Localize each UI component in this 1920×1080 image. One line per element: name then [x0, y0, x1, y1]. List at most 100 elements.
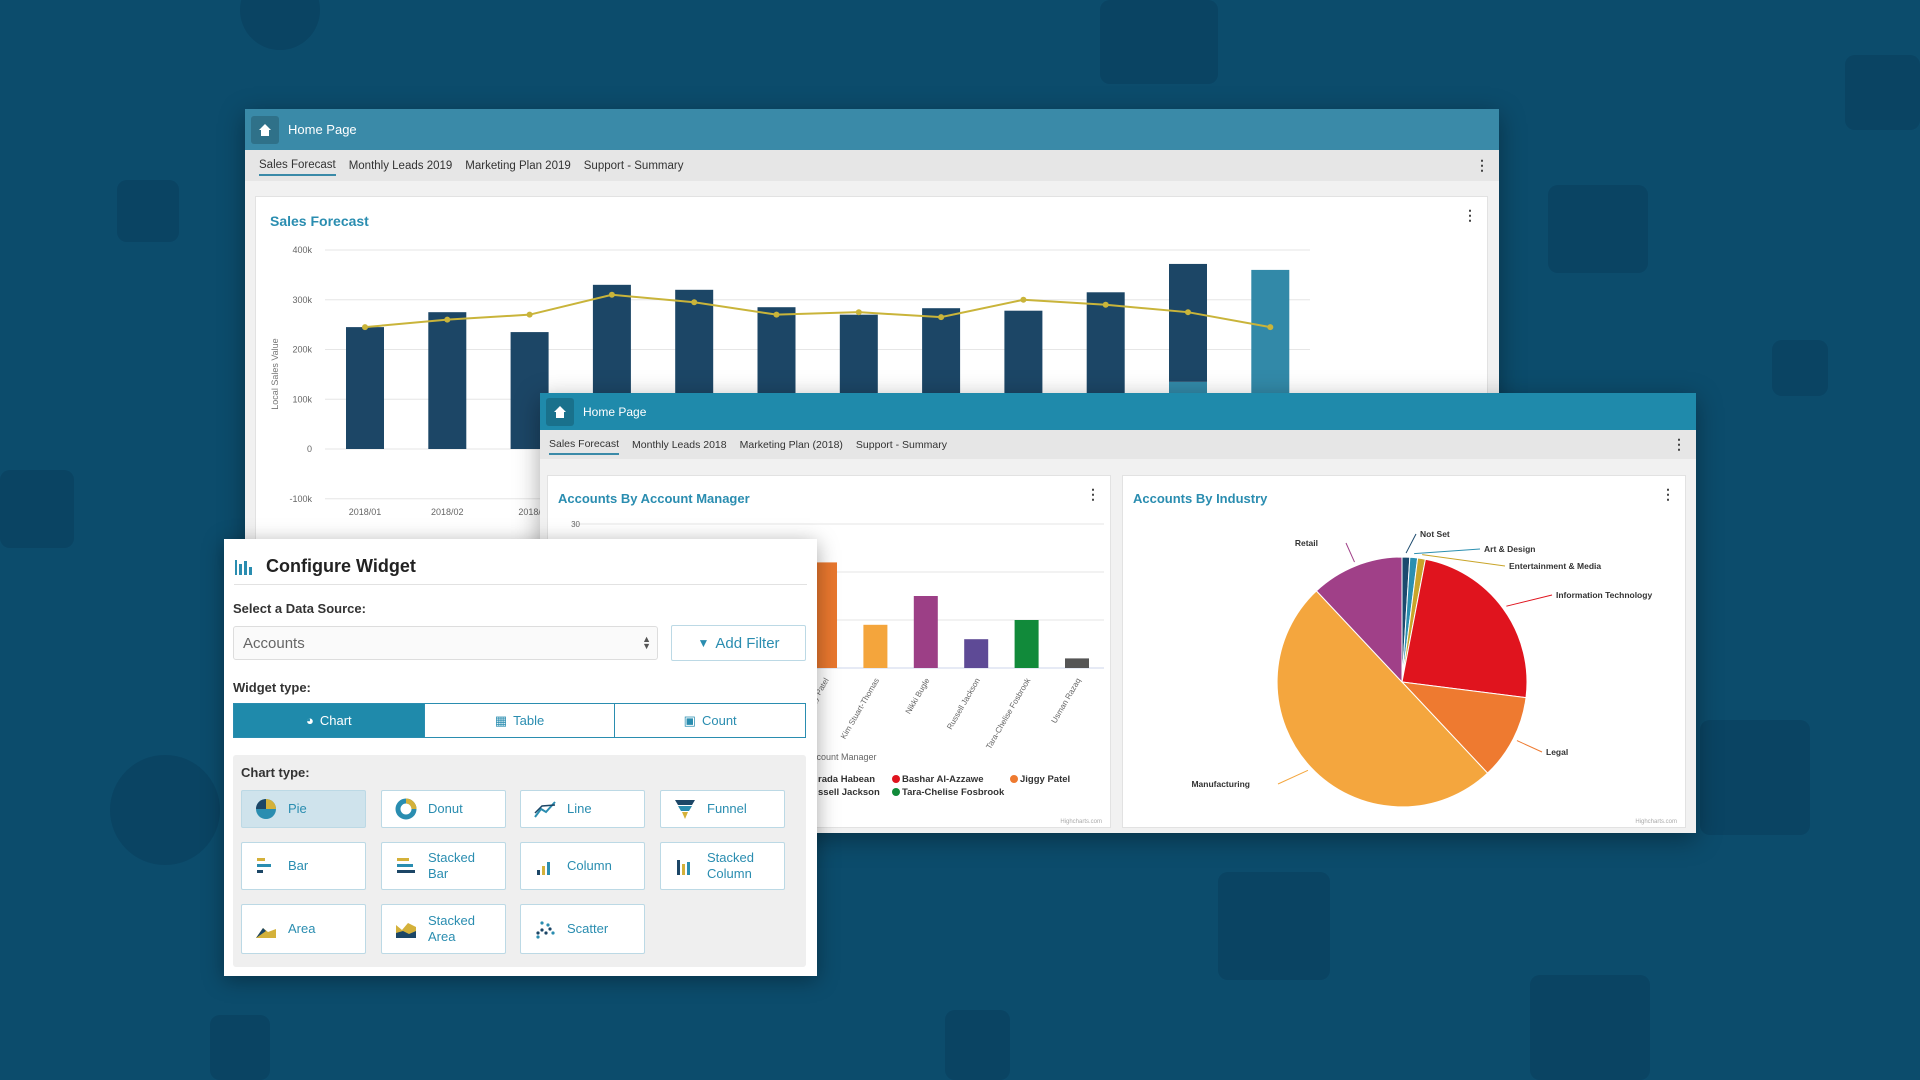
- anchor-icon: [210, 1015, 270, 1080]
- chart-type-line[interactable]: Line: [520, 790, 645, 828]
- trend-point: [1185, 309, 1191, 316]
- bar-actual: [346, 327, 384, 449]
- add-filter-label: Add Filter: [715, 634, 780, 652]
- widget-type-table-label: Table: [513, 713, 545, 728]
- dialog-title: Configure Widget: [266, 556, 416, 576]
- y-tick-label: 30: [571, 520, 580, 529]
- dashboard-window-2019: Home Page Sales Forecast Monthly Leads 2…: [245, 109, 1499, 559]
- pie-connector: [1506, 594, 1553, 607]
- more-options-icon[interactable]: ⋮: [1475, 157, 1489, 173]
- legend-item: Tara-Chelise Fosbrook: [902, 787, 1005, 798]
- tab-support-summary[interactable]: Support - Summary: [855, 438, 947, 451]
- more-options-icon[interactable]: ⋮: [1672, 436, 1686, 452]
- y-tick-label: -100k: [289, 494, 312, 504]
- stacked-bar-icon: [397, 858, 415, 873]
- chart-type-stacked-bar[interactable]: Stacked Bar: [381, 842, 506, 890]
- pie-connector: [1414, 548, 1481, 555]
- x-tick-label: Kim Stuart-Thomas: [839, 677, 881, 741]
- tab-monthly-leads[interactable]: Monthly Leads 2019: [348, 159, 453, 172]
- x-tick-label: 2018/02: [431, 507, 464, 517]
- y-tick-label: 100k: [292, 394, 312, 404]
- legend-item: Jiggy Patel: [1020, 774, 1070, 785]
- briefcase-icon: [1845, 55, 1920, 130]
- y-tick-label: 300k: [292, 295, 312, 305]
- chart-type-label: Stacked Bar: [428, 850, 475, 881]
- home-icon[interactable]: [251, 115, 279, 144]
- tab-support-summary[interactable]: Support - Summary: [583, 159, 684, 172]
- chart-type-stacked-column[interactable]: Stacked Column: [660, 842, 785, 890]
- trend-point: [1020, 296, 1027, 303]
- chart-type-column[interactable]: Column: [520, 842, 645, 890]
- chart-type-label: Line: [567, 801, 592, 816]
- trend-point: [362, 324, 368, 331]
- chart-type-label: Chart type:: [241, 765, 310, 780]
- tab-bar: Sales Forecast Monthly Leads 2019 Market…: [245, 150, 1499, 181]
- add-filter-button[interactable]: ▼ Add Filter: [671, 625, 806, 661]
- chart-type-scatter[interactable]: Scatter: [520, 904, 645, 954]
- y-axis-title: Local Sales Value: [270, 338, 280, 409]
- chart-type-area[interactable]: Area: [241, 904, 366, 954]
- bar: [913, 596, 938, 668]
- chart-type-pie[interactable]: Pie: [241, 790, 366, 828]
- chart-type-label: Bar: [288, 858, 309, 873]
- legend-marker: [892, 775, 900, 783]
- front-charts: 30 Jiggy Patel Kim Stuart-Thomas Nikki Bugl…: [571, 520, 1677, 825]
- pie-connector: [1405, 533, 1417, 554]
- trend-point: [855, 309, 862, 316]
- x-tick-label: Russell Jackson: [945, 676, 982, 731]
- chart-type-label: Column: [567, 858, 612, 873]
- pie-label: Art & Design: [1484, 544, 1535, 554]
- chart-type-label: Pie: [288, 801, 307, 816]
- tab-sales-forecast[interactable]: Sales Forecast: [549, 435, 620, 455]
- card-menu-icon[interactable]: ⋮: [1661, 486, 1675, 502]
- x-tick-label: 2018/: [518, 507, 541, 517]
- card-menu-icon[interactable]: ⋮: [1463, 207, 1477, 223]
- tab-marketing-plan[interactable]: Marketing Plan (2018): [739, 438, 843, 451]
- header-title: Home Page: [288, 122, 357, 137]
- chart-type-funnel[interactable]: Funnel: [660, 790, 785, 828]
- trend-point: [773, 311, 780, 318]
- chart-type-donut[interactable]: Donut: [381, 790, 506, 828]
- data-source-value: Accounts: [243, 634, 305, 652]
- card-title: Accounts By Account Manager: [558, 491, 750, 506]
- widget-type-table[interactable]: ▦ Table: [425, 704, 616, 737]
- window-header: Home Page: [540, 393, 1696, 430]
- pie-slice: [1276, 590, 1489, 808]
- widget-type-chart-label: Chart: [319, 713, 352, 728]
- donut-icon: [395, 798, 417, 820]
- x-tick-label: Nikki Bugle: [904, 676, 932, 716]
- data-source-label: Select a Data Source:: [233, 601, 366, 616]
- trend-point: [526, 311, 533, 318]
- calendar-grid-icon: [1218, 872, 1330, 980]
- data-source-select[interactable]: Accounts ▲ ▼: [233, 626, 658, 660]
- x-tick-label: 2018/01: [349, 507, 382, 517]
- widget-type-selector: ◕ Chart ▦ Table ▣ Count: [233, 703, 806, 738]
- card-menu-icon[interactable]: ⋮: [1086, 486, 1100, 502]
- widget-type-chart[interactable]: ◕ Chart: [234, 704, 425, 737]
- chart-type-bar[interactable]: Bar: [241, 842, 366, 890]
- bar: [863, 624, 888, 668]
- pie-connector: [1516, 740, 1543, 753]
- tab-monthly-leads[interactable]: Monthly Leads 2018: [632, 438, 727, 451]
- chart-type-label: Area: [288, 921, 316, 936]
- legend-item: Bashar Al-Azzawe: [902, 774, 983, 785]
- tab-marketing-plan[interactable]: Marketing Plan 2019: [465, 159, 571, 172]
- chart-type-stacked-area[interactable]: Stacked Area: [381, 904, 506, 954]
- pie-label: Entertainment & Media: [1509, 561, 1601, 571]
- pie-icon: ◕: [306, 713, 314, 728]
- scatter-icon: [536, 921, 555, 939]
- dialog-header: Configure Widget: [234, 549, 807, 585]
- calendar-check-icon: [945, 1010, 1010, 1080]
- area-chart-icon: [256, 928, 276, 938]
- home-icon[interactable]: [546, 397, 574, 426]
- legend-marker: [1010, 775, 1018, 783]
- pie-label: Not Set: [1420, 529, 1450, 539]
- pie-connector: [1277, 769, 1309, 785]
- chart-type-label: Donut: [428, 801, 463, 816]
- y-tick-label: 200k: [292, 345, 312, 355]
- tab-sales-forecast[interactable]: Sales Forecast: [259, 156, 336, 176]
- count-icon: ▣: [683, 712, 696, 728]
- widget-type-count[interactable]: ▣ Count: [615, 704, 805, 737]
- trend-line: [364, 293, 1271, 329]
- legend-item: ssell Jackson: [818, 787, 880, 798]
